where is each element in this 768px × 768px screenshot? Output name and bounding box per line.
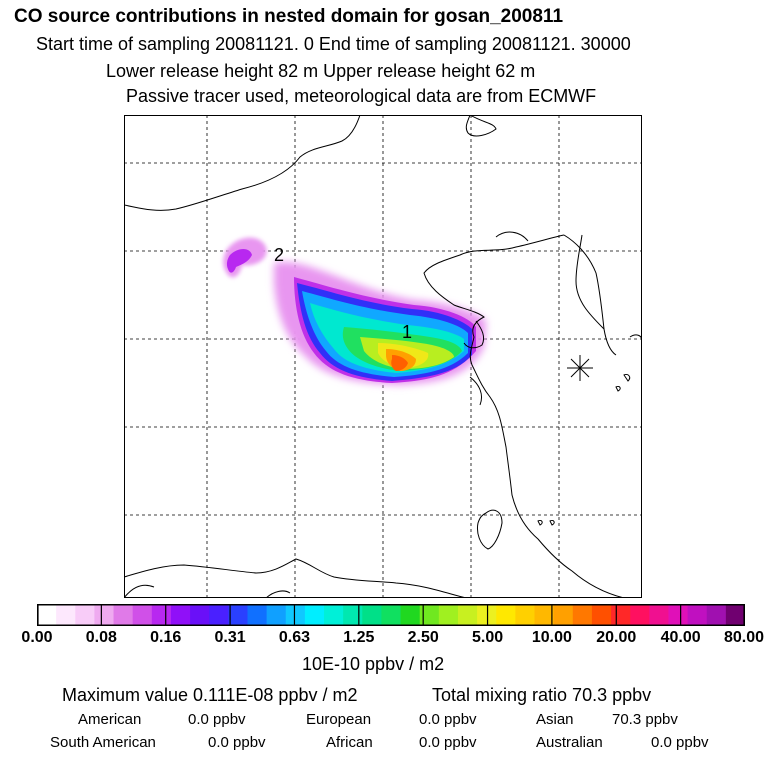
colorbar-swatch — [170, 604, 191, 626]
colorbar-swatch — [304, 604, 325, 626]
colorbar-units: 10E-10 ppbv / m2 — [302, 654, 445, 674]
region-name-asian: Asian — [536, 711, 574, 728]
colorbar-swatch — [591, 604, 612, 626]
coastlines — [124, 115, 625, 598]
region-name-european: European — [306, 711, 372, 728]
colorbar-swatch — [266, 604, 287, 626]
colorbar-swatch — [572, 604, 593, 626]
region-value-european: 0.0 ppbv — [419, 711, 477, 728]
colorbar-tick-label: 0.08 — [85, 629, 117, 646]
colorbar-tick-label: 0.31 — [214, 629, 246, 646]
colorbar-swatch — [534, 604, 555, 626]
colorbar-swatch — [687, 604, 708, 626]
colorbar-tick-label: 2.50 — [407, 629, 439, 646]
colorbar-swatch — [190, 604, 210, 626]
colorbar-tick-label: 5.00 — [471, 629, 504, 646]
region-value-south-american: 0.0 ppbv — [208, 734, 266, 751]
colorbar-swatch — [706, 604, 727, 626]
colorbar-swatch — [209, 604, 229, 626]
map-panel: 1 2 — [124, 115, 642, 598]
colorbar-tick-label: 40.00 — [660, 629, 701, 646]
colorbar — [37, 604, 745, 626]
colorbar-tick-label: 0.63 — [278, 629, 311, 646]
colorbar-swatch — [324, 604, 344, 626]
colorbar-swatch — [75, 604, 96, 626]
colorbar-swatch — [457, 604, 478, 626]
source-marker-2: 2 — [274, 245, 284, 265]
station-star-icon — [567, 355, 593, 381]
release-height-line: Lower release height 82 m Upper release … — [106, 61, 536, 81]
colorbar-tick-label: 80.00 — [723, 629, 764, 646]
colorbar-swatch — [515, 604, 536, 626]
colorbar-swatch — [611, 604, 631, 626]
colorbar-tick-label: 0.16 — [150, 629, 182, 646]
region-name-american: American — [78, 711, 142, 728]
maximum-value: Maximum value 0.111E-08 ppbv / m2 — [62, 685, 358, 705]
colorbar-tick-label: 1.25 — [343, 629, 375, 646]
colorbar-tick-label: 10.00 — [531, 629, 572, 646]
colorbar-frame — [37, 604, 745, 626]
colorbar-swatch — [94, 604, 115, 626]
colorbar-tick-label: 0.00 — [21, 629, 53, 646]
colorbar-swatch — [381, 604, 402, 626]
colorbar-swatch — [132, 604, 153, 626]
taiwan-outline — [477, 509, 503, 550]
region-name-australian: Australian — [536, 734, 603, 751]
japan-islands — [537, 334, 642, 526]
region-name-african: African — [326, 734, 373, 751]
region-value-african: 0.0 ppbv — [419, 734, 477, 751]
tracer-info-line: Passive tracer used, meteorological data… — [126, 86, 597, 106]
colorbar-swatch — [496, 604, 516, 626]
region-name-south-american: South American — [50, 734, 156, 751]
plot-title: CO source contributions in nested domain… — [14, 6, 564, 27]
colorbar-swatch — [113, 604, 134, 626]
colorbar-swatch — [553, 604, 574, 626]
colorbar-swatch — [56, 604, 76, 626]
colorbar-swatch — [630, 604, 650, 626]
colorbar-swatch — [649, 604, 670, 626]
colorbar-swatch — [419, 604, 440, 626]
region-value-asian: 70.3 ppbv — [612, 711, 678, 728]
colorbar-swatch — [400, 604, 421, 626]
colorbar-swatch — [247, 604, 268, 626]
colorbar-swatch — [438, 604, 459, 626]
tracer-plume — [223, 237, 486, 385]
total-mixing-ratio: Total mixing ratio 70.3 ppbv — [432, 685, 652, 705]
colorbar-swatch — [725, 604, 745, 626]
colorbar-swatch — [228, 604, 249, 626]
source-marker-1: 1 — [402, 322, 412, 342]
colorbar-swatch — [37, 604, 57, 626]
region-value-australian: 0.0 ppbv — [651, 734, 709, 751]
colorbar-swatch — [285, 604, 306, 626]
region-value-american: 0.0 ppbv — [188, 711, 246, 728]
colorbar-swatch — [343, 604, 363, 626]
colorbar-swatch — [151, 604, 172, 626]
sampling-time-line: Start time of sampling 20081121. 0 End t… — [36, 34, 631, 54]
colorbar-tick-label: 20.00 — [596, 629, 637, 646]
colorbar-swatch — [668, 604, 689, 626]
colorbar-swatch — [362, 604, 383, 626]
map-gridlines — [124, 115, 642, 598]
